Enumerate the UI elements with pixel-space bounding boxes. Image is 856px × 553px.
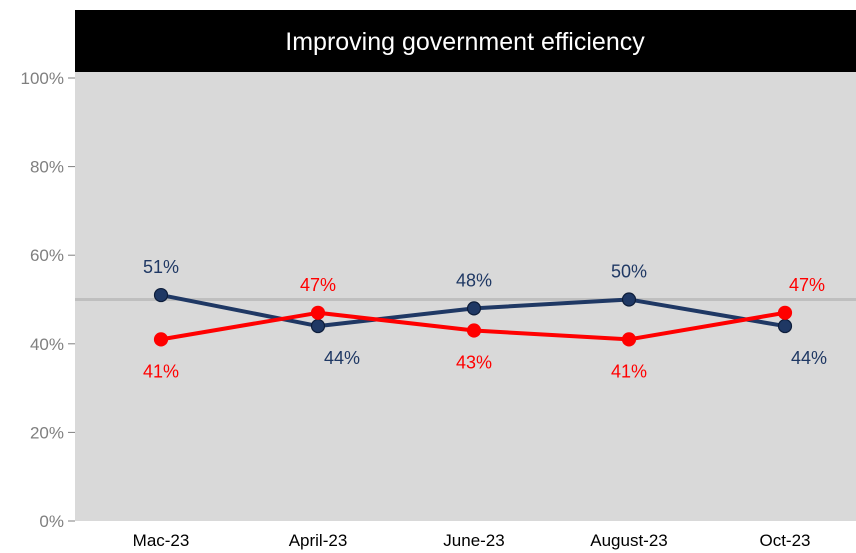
x-tick-label: April-23 [289, 531, 348, 550]
y-tick-label: 0% [39, 512, 64, 531]
y-tick-label: 40% [30, 335, 64, 354]
data-label: 41% [143, 361, 179, 381]
data-label: 50% [611, 262, 647, 282]
data-point [777, 305, 793, 320]
chart-title: Improving government efficiency [285, 28, 645, 56]
data-point [621, 332, 637, 347]
x-tick-label: Mac-23 [133, 531, 190, 550]
data-label: 43% [456, 353, 492, 373]
data-point [466, 323, 482, 338]
plot-area [75, 72, 856, 521]
y-tick-label: 80% [30, 158, 64, 177]
data-point [153, 332, 169, 347]
data-point [621, 292, 637, 307]
data-label: 51% [143, 257, 179, 277]
data-point [153, 287, 169, 303]
data-point [310, 305, 326, 320]
data-label: 47% [300, 275, 336, 295]
data-point [777, 318, 793, 334]
data-label: 41% [611, 361, 647, 381]
x-tick-label: August-23 [590, 531, 668, 550]
data-label: 48% [456, 270, 492, 290]
y-tick-label: 60% [30, 246, 64, 265]
y-tick-label: 20% [30, 423, 64, 442]
x-tick-label: Oct-23 [759, 531, 810, 550]
x-tick-label: June-23 [443, 531, 504, 550]
data-label: 44% [791, 348, 827, 368]
title-bar [75, 10, 856, 72]
y-tick-label: 100% [21, 69, 64, 88]
data-label: 47% [789, 275, 825, 295]
data-label: 44% [324, 348, 360, 368]
data-point [466, 301, 482, 316]
data-point [310, 318, 326, 334]
